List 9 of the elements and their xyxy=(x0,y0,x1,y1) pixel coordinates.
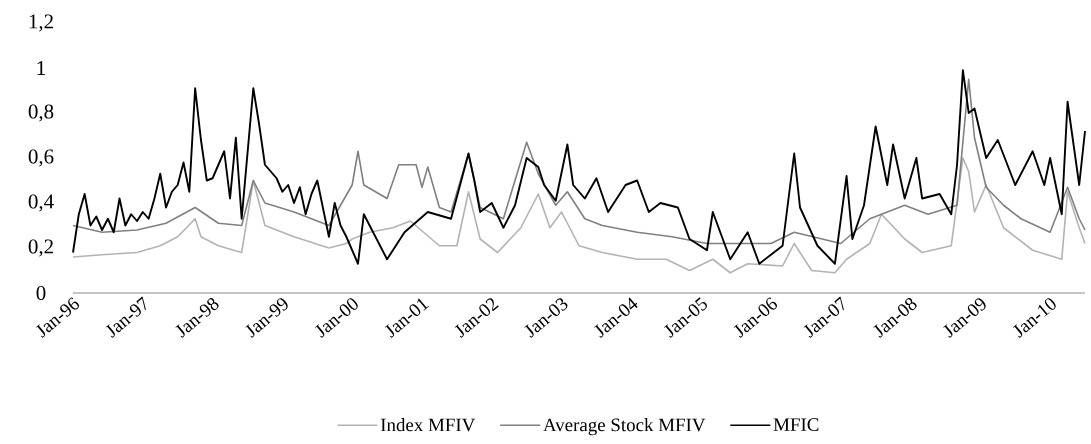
y-tick-label: 0,4 xyxy=(28,194,54,212)
y-tick-label: 1,2 xyxy=(29,14,53,32)
y-tick-label: 1 xyxy=(37,61,45,75)
y-tick-label: 0,2 xyxy=(28,239,53,257)
legend-label: Average Stock MFIV xyxy=(543,418,706,436)
y-tick-label: 0,8 xyxy=(28,104,54,122)
legend-label: MFIC xyxy=(773,418,819,432)
legend-label: Index MFIV xyxy=(380,418,476,432)
y-tick-label: 0,6 xyxy=(28,149,54,167)
